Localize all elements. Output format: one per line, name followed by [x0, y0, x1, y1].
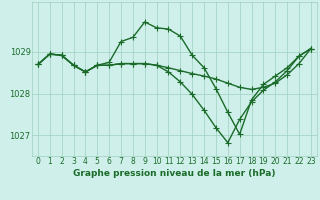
X-axis label: Graphe pression niveau de la mer (hPa): Graphe pression niveau de la mer (hPa)	[73, 169, 276, 178]
